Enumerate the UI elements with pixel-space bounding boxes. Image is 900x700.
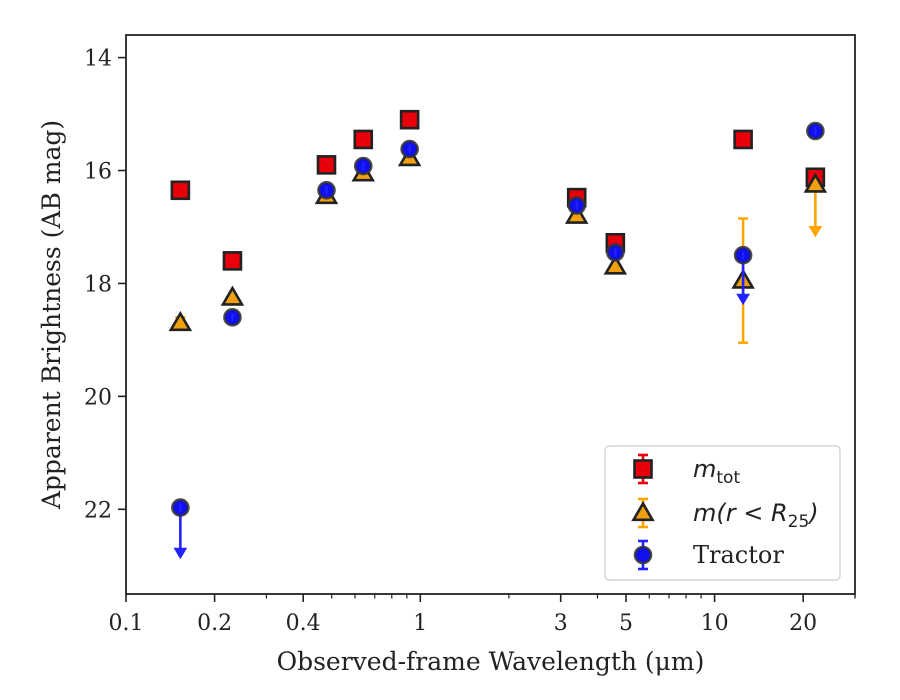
axis-ticks: 0.1 0.2 0.4 1 3 5 10 20 14 16 18 20 22 [84,47,856,636]
legend-marker [633,459,653,479]
upper-limit-arrow [808,225,823,238]
point-mr25 [603,254,628,275]
point-mr25 [803,172,828,193]
x-tick-label: 5 [619,611,633,636]
legend-label: mtot [693,455,740,488]
upper-limit-arrow [173,547,188,560]
legend: mtot m(r < R25) Tractor [604,445,841,581]
y-tick-label: 22 [84,498,112,523]
legend-item-tractor: Tractor [633,539,784,571]
y-tick-label: 18 [84,272,112,297]
legend-label: m(r < R25) [693,499,819,532]
point-mtot [399,109,420,130]
series-tractor [171,121,825,560]
x-tick-label: 0.1 [109,611,144,636]
x-tick-label: 0.4 [286,611,321,636]
upper-limit-arrow [736,293,750,306]
legend-item-mtot: mtot [633,453,740,488]
x-tick-label: 0.2 [197,611,232,636]
plot-frame [125,34,856,595]
x-axis-title: Observed-frame Wavelength (μm) [277,647,705,676]
x-tick-label: 10 [701,611,729,636]
point-mtot [222,251,243,271]
point-mr25 [220,285,245,306]
legend-frame [604,445,841,581]
data-marks [168,109,828,560]
y-axis-title: Apparent Brightness (AB mag) [37,120,66,510]
x-tick-label: 20 [789,611,817,636]
point-mr25 [168,310,193,332]
y-tick-label: 20 [84,385,112,410]
x-tick-label: 1 [413,611,427,636]
point-mtot [733,129,753,150]
point-mtot [170,180,191,201]
legend-label: Tractor [693,541,784,569]
y-tick-label: 14 [84,47,112,72]
legend-marker [633,545,653,565]
point-mtot [353,129,374,150]
y-tick-label: 16 [84,160,112,185]
legend-marker [631,500,655,522]
legend-item-mr25: m(r < R25) [631,497,819,532]
x-tick-label: 3 [554,611,568,636]
point-mtot [316,155,337,175]
